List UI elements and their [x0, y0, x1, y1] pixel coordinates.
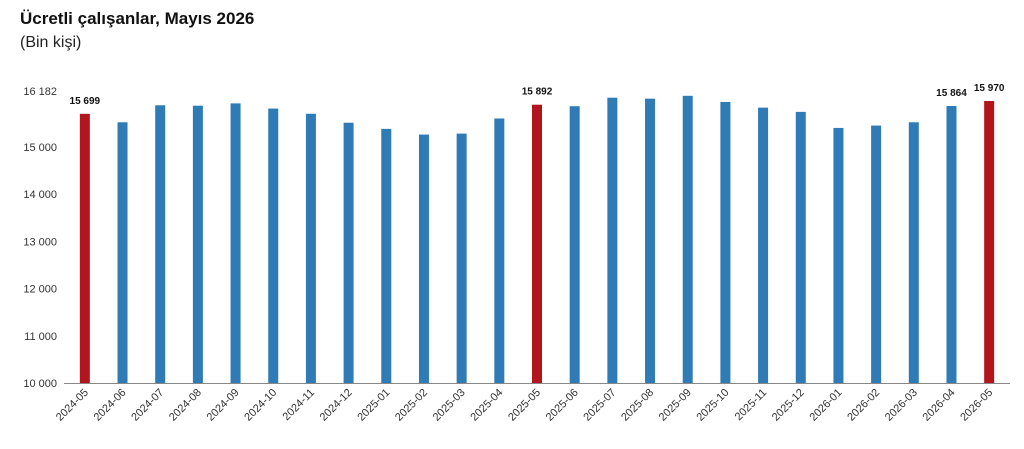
- y-tick-label: 13 000: [23, 236, 57, 248]
- bar: [645, 98, 656, 384]
- bar: [758, 107, 769, 383]
- x-tick-label: 2026-05: [958, 387, 995, 424]
- x-tick-label: 2025-06: [544, 387, 581, 424]
- x-tick-label: 2025-03: [431, 387, 468, 424]
- data-label: 15 892: [522, 87, 553, 98]
- bar: [871, 125, 882, 383]
- bar: [908, 122, 919, 383]
- bar: [946, 106, 957, 383]
- x-tick-label: 2025-07: [581, 387, 618, 424]
- bar: [192, 105, 203, 384]
- x-tick-label: 2024-06: [92, 387, 129, 424]
- x-tick-label: 2024-11: [281, 387, 317, 423]
- x-tick-label: 2026-02: [845, 387, 882, 424]
- x-tick-label: 2025-08: [619, 387, 656, 424]
- x-tick-label: 2024-10: [242, 387, 279, 424]
- y-tick-label: 11 000: [24, 331, 57, 343]
- data-label: 15 970: [974, 83, 1005, 94]
- bar: [682, 95, 693, 383]
- bar: [268, 108, 279, 383]
- x-tick-label: 2026-01: [808, 387, 845, 424]
- data-label: 15 864: [936, 88, 967, 99]
- x-tick-label: 2024-08: [167, 387, 204, 424]
- x-tick-label: 2025-11: [733, 387, 769, 423]
- bar: [569, 106, 580, 383]
- bar: [117, 122, 128, 383]
- x-tick-label: 2025-01: [355, 387, 392, 424]
- x-tick-label: 2026-03: [883, 387, 920, 424]
- chart-subtitle: (Bin kişi): [20, 34, 82, 51]
- bar: [79, 113, 90, 384]
- x-tick-label: 2025-12: [770, 387, 807, 424]
- x-tick-label: 2025-10: [694, 387, 731, 424]
- chart-title: Ücretli çalışanlar, Mayıs 2026: [20, 9, 255, 28]
- bar: [494, 118, 505, 383]
- x-tick-label: 2024-05: [54, 387, 91, 424]
- data-label: 15 699: [70, 96, 101, 107]
- x-tick-label: 2025-04: [468, 387, 505, 424]
- y-tick-label: 16 182: [23, 86, 57, 98]
- bar: [532, 104, 542, 384]
- bar: [607, 97, 618, 383]
- x-tick-label: 2025-09: [657, 387, 694, 424]
- y-tick-label: 12 000: [23, 284, 57, 296]
- bar: [230, 103, 241, 384]
- x-tick-label: 2025-05: [506, 387, 543, 424]
- bar: [720, 101, 731, 384]
- x-tick-label: 2024-12: [318, 387, 355, 424]
- bar: [381, 128, 392, 383]
- y-tick-label: 14 000: [23, 189, 57, 201]
- bar: [305, 113, 316, 384]
- bar: [833, 127, 844, 383]
- bar: [418, 134, 429, 383]
- bar: [456, 133, 467, 383]
- bar: [984, 101, 995, 384]
- y-tick-label: 10 000: [23, 378, 57, 390]
- x-tick-label: 2025-02: [393, 387, 430, 424]
- x-tick-label: 2024-09: [205, 387, 242, 424]
- bar: [155, 105, 166, 383]
- x-tick-label: 2026-04: [921, 387, 958, 424]
- bar: [795, 111, 806, 384]
- x-tick-label: 2024-07: [129, 387, 166, 424]
- bar: [343, 122, 354, 383]
- y-tick-label: 15 000: [23, 142, 57, 154]
